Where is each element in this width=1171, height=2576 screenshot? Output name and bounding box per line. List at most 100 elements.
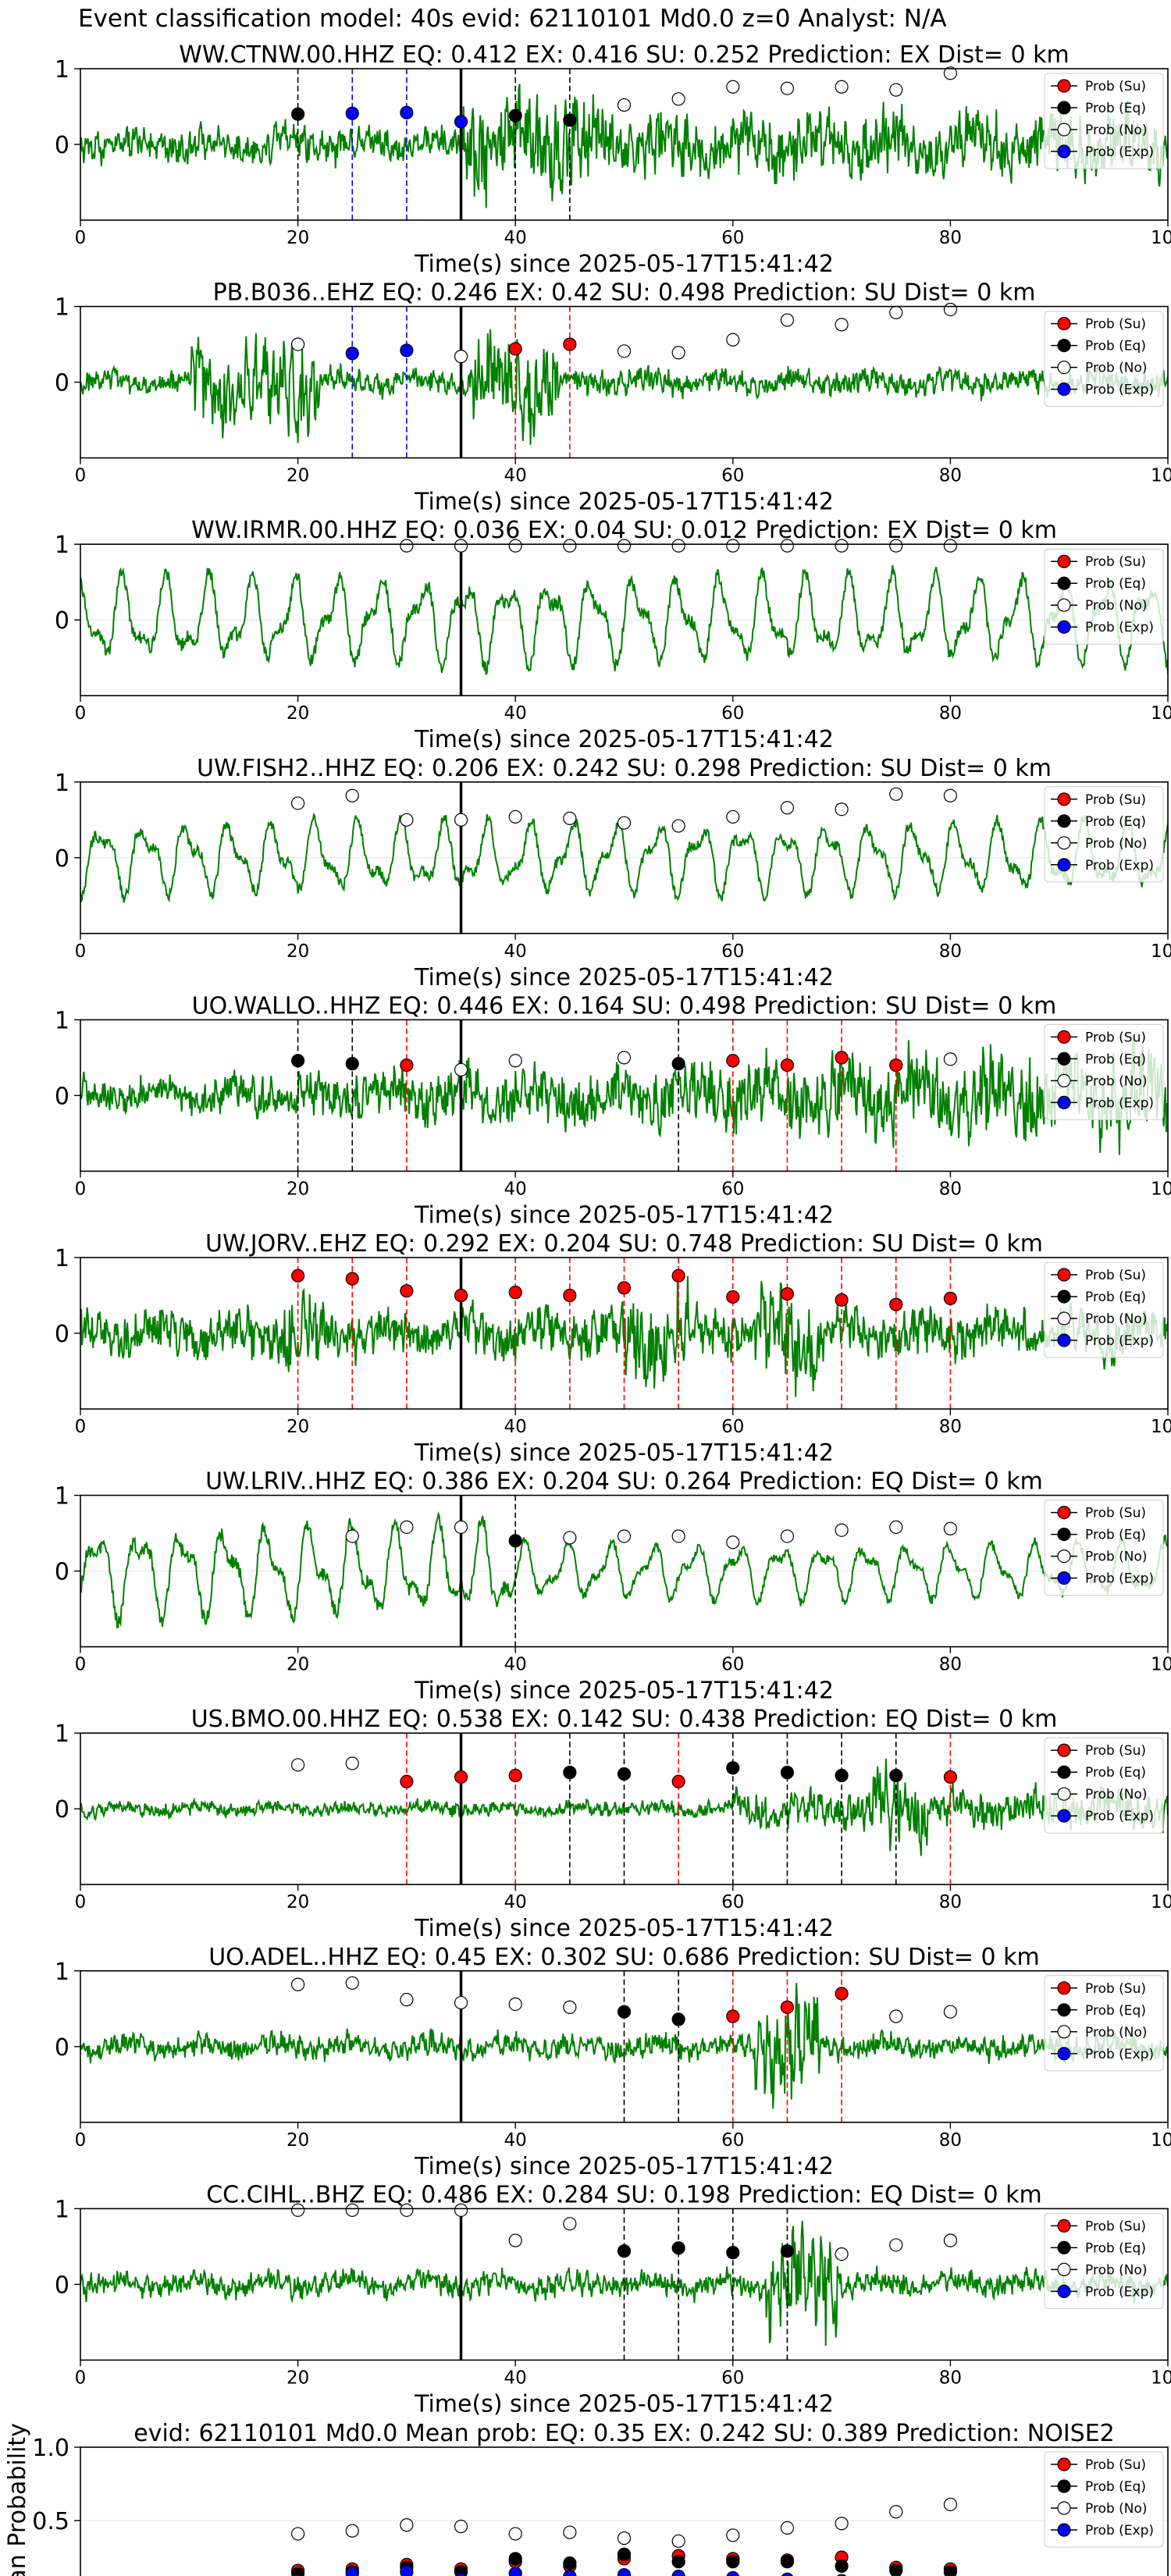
panel-title: UO.ADEL..HHZ EQ: 0.45 EX: 0.302 SU: 0.68… bbox=[208, 1944, 1040, 1971]
prob-marker-no bbox=[780, 1529, 795, 1543]
prob-marker-no bbox=[943, 539, 958, 553]
prob-marker-no bbox=[835, 318, 849, 332]
mean-marker-no bbox=[889, 2505, 903, 2519]
waveform-trace bbox=[80, 84, 1169, 208]
prob-marker-no bbox=[835, 2247, 849, 2261]
mean-marker-no bbox=[835, 2517, 849, 2531]
x-tick-label: 0 bbox=[75, 2130, 87, 2151]
legend-marker-su bbox=[1057, 1030, 1071, 1044]
panel-title: WW.CTNW.00.HHZ EQ: 0.412 EX: 0.416 SU: 0… bbox=[179, 41, 1070, 69]
legend-label: Prob (Exp) bbox=[1085, 1809, 1154, 1824]
x-tick-label: 20 bbox=[287, 1179, 309, 1199]
chart-panel-9: UO.ADEL..HHZ EQ: 0.45 EX: 0.302 SU: 0.68… bbox=[55, 1944, 1171, 2180]
x-tick-label: 100 bbox=[1151, 1179, 1171, 1199]
legend-label: Prob (No) bbox=[1085, 2025, 1148, 2041]
panel-title: UW.LRIV..HHZ EQ: 0.386 EX: 0.204 SU: 0.2… bbox=[205, 1468, 1043, 1496]
legend-box bbox=[1044, 73, 1164, 169]
x-tick-label: 60 bbox=[721, 2130, 744, 2151]
prob-marker-su bbox=[671, 1268, 685, 1283]
mean-marker-no bbox=[617, 2531, 632, 2546]
x-axis-label: Time(s) since 2025-05-17T15:41:42 bbox=[414, 1915, 834, 1942]
mean-marker-eq bbox=[943, 2565, 957, 2576]
chart-panel-7: UW.LRIV..HHZ EQ: 0.386 EX: 0.204 SU: 0.2… bbox=[55, 1468, 1171, 1705]
chart-panel-3: WW.IRMR.00.HHZ EQ: 0.036 EX: 0.04 SU: 0.… bbox=[55, 517, 1171, 753]
chart-panel-6: UW.JORV..EHZ EQ: 0.292 EX: 0.204 SU: 0.7… bbox=[55, 1230, 1171, 1467]
x-tick-label: 80 bbox=[939, 466, 962, 486]
y-tick-label: 0 bbox=[55, 1796, 69, 1823]
legend-label: Prob (Eq) bbox=[1085, 339, 1146, 354]
legend-marker-su bbox=[1057, 1743, 1071, 1757]
legend-marker-exp bbox=[1057, 2523, 1071, 2537]
prob-marker-no bbox=[617, 816, 632, 830]
figure-suptitle: Event classification model: 40s evid: 62… bbox=[78, 5, 947, 33]
legend-label: Prob (No) bbox=[1085, 598, 1148, 614]
mean-marker-eq bbox=[508, 2552, 522, 2566]
prob-marker-su bbox=[889, 1058, 903, 1073]
legend-box bbox=[1044, 1737, 1164, 1834]
x-axis-label: Time(s) since 2025-05-17T15:41:42 bbox=[414, 726, 834, 753]
legend-label: Prob (Su) bbox=[1085, 1030, 1146, 1045]
prob-marker-su bbox=[780, 2000, 795, 2014]
y-tick-label: 1 bbox=[55, 56, 69, 84]
prob-marker-eq bbox=[617, 1767, 632, 1781]
mean-marker-exp bbox=[726, 2571, 740, 2576]
x-tick-label: 0 bbox=[75, 703, 87, 724]
panel-title: CC.CIHL..BHZ EQ: 0.486 EX: 0.284 SU: 0.1… bbox=[206, 2181, 1042, 2208]
legend-marker-exp bbox=[1057, 1809, 1071, 1823]
legend-marker-su bbox=[1057, 1981, 1071, 1995]
prob-marker-no bbox=[400, 539, 414, 553]
legend-marker-eq bbox=[1057, 101, 1071, 115]
legend-label: Prob (Eq) bbox=[1085, 814, 1146, 830]
x-tick-label: 20 bbox=[287, 1417, 309, 1437]
prob-marker-no bbox=[726, 539, 740, 553]
prob-marker-no bbox=[291, 337, 305, 351]
waveform-trace bbox=[80, 1511, 1169, 1629]
x-tick-label: 100 bbox=[1151, 1892, 1171, 1912]
legend-label: Prob (No) bbox=[1085, 2501, 1148, 2517]
prob-marker-su bbox=[400, 1284, 414, 1298]
chart-panel-1: WW.CTNW.00.HHZ EQ: 0.412 EX: 0.416 SU: 0… bbox=[55, 41, 1171, 278]
legend-marker-exp bbox=[1057, 2047, 1071, 2061]
prob-marker-su bbox=[400, 1058, 414, 1073]
prob-marker-eq bbox=[291, 1054, 305, 1068]
prob-marker-su bbox=[943, 1770, 958, 1784]
legend-marker-eq bbox=[1057, 1290, 1071, 1304]
legend-label: Prob (Su) bbox=[1085, 1981, 1146, 1997]
x-tick-label: 60 bbox=[721, 466, 744, 486]
legend-box bbox=[1044, 2451, 1164, 2548]
legend-marker-su bbox=[1057, 317, 1071, 331]
legend-label: Prob (Eq) bbox=[1085, 2479, 1146, 2495]
prob-marker-su bbox=[726, 2009, 740, 2023]
mean-marker-eq bbox=[835, 2559, 849, 2573]
x-tick-label: 0 bbox=[75, 941, 87, 962]
prob-marker-no bbox=[563, 2000, 577, 2014]
prob-marker-no bbox=[508, 539, 522, 553]
prob-marker-no bbox=[291, 1758, 305, 1772]
prob-marker-no bbox=[726, 809, 740, 824]
x-axis-label: Time(s) since 2025-05-17T15:41:42 bbox=[414, 1439, 834, 1467]
legend-label: Prob (Eq) bbox=[1085, 1051, 1146, 1067]
prob-marker-no bbox=[617, 539, 632, 553]
chart-panel-10: CC.CIHL..BHZ EQ: 0.486 EX: 0.284 SU: 0.1… bbox=[55, 2181, 1171, 2418]
mean-marker-eq bbox=[617, 2547, 632, 2561]
y-tick-label: 0 bbox=[55, 2272, 69, 2299]
x-tick-label: 80 bbox=[939, 1892, 962, 1912]
legend-label: Prob (Eq) bbox=[1085, 101, 1146, 116]
x-tick-label: 0 bbox=[75, 1179, 87, 1199]
legend-label: Prob (Exp) bbox=[1085, 1333, 1154, 1349]
prob-marker-eq bbox=[671, 2241, 685, 2255]
x-axis-label: Time(s) since 2025-05-17T15:41:42 bbox=[414, 489, 834, 516]
prob-marker-no bbox=[943, 2233, 958, 2247]
prob-marker-no bbox=[671, 346, 685, 360]
x-axis-label: Time(s) since 2025-05-17T15:41:42 bbox=[414, 964, 834, 991]
prob-marker-no bbox=[889, 539, 903, 553]
prob-marker-exp bbox=[454, 115, 468, 129]
legend-marker-exp bbox=[1057, 620, 1071, 634]
y-tick-label: 1 bbox=[55, 1245, 69, 1272]
legend-label: Prob (Su) bbox=[1085, 317, 1146, 333]
prob-marker-no bbox=[563, 2217, 577, 2231]
x-tick-label: 40 bbox=[504, 1417, 527, 1437]
legend-marker-eq bbox=[1057, 2240, 1071, 2254]
mean-marker-no bbox=[291, 2527, 305, 2541]
prob-marker-su bbox=[889, 1297, 903, 1311]
